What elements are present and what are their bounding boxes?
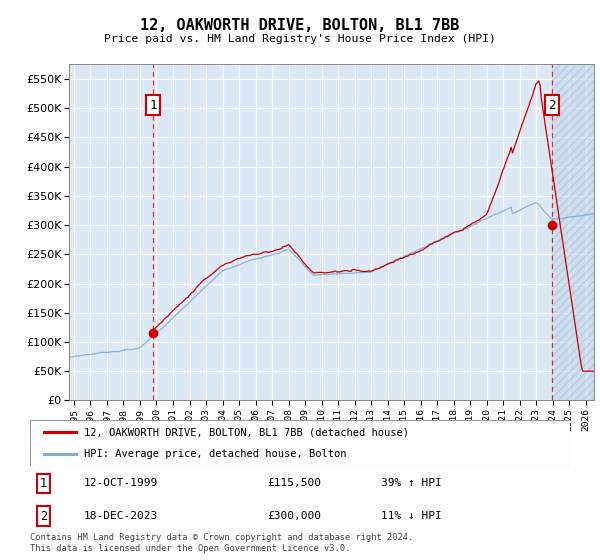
Text: 1: 1 bbox=[149, 99, 157, 112]
Text: 12-OCT-1999: 12-OCT-1999 bbox=[84, 478, 158, 488]
Bar bbox=[552, 64, 594, 400]
Text: HPI: Average price, detached house, Bolton: HPI: Average price, detached house, Bolt… bbox=[84, 449, 347, 459]
Text: Price paid vs. HM Land Registry's House Price Index (HPI): Price paid vs. HM Land Registry's House … bbox=[104, 34, 496, 44]
Text: 12, OAKWORTH DRIVE, BOLTON, BL1 7BB (detached house): 12, OAKWORTH DRIVE, BOLTON, BL1 7BB (det… bbox=[84, 427, 409, 437]
Text: 18-DEC-2023: 18-DEC-2023 bbox=[84, 511, 158, 521]
Text: 39% ↑ HPI: 39% ↑ HPI bbox=[381, 478, 442, 488]
Text: 12, OAKWORTH DRIVE, BOLTON, BL1 7BB: 12, OAKWORTH DRIVE, BOLTON, BL1 7BB bbox=[140, 18, 460, 33]
Text: 2: 2 bbox=[40, 510, 47, 523]
Text: 1: 1 bbox=[40, 477, 47, 490]
Text: 2: 2 bbox=[548, 99, 556, 112]
FancyBboxPatch shape bbox=[30, 420, 570, 466]
Text: Contains HM Land Registry data © Crown copyright and database right 2024.
This d: Contains HM Land Registry data © Crown c… bbox=[30, 533, 413, 553]
Text: 11% ↓ HPI: 11% ↓ HPI bbox=[381, 511, 442, 521]
Text: £300,000: £300,000 bbox=[268, 511, 322, 521]
Text: £115,500: £115,500 bbox=[268, 478, 322, 488]
